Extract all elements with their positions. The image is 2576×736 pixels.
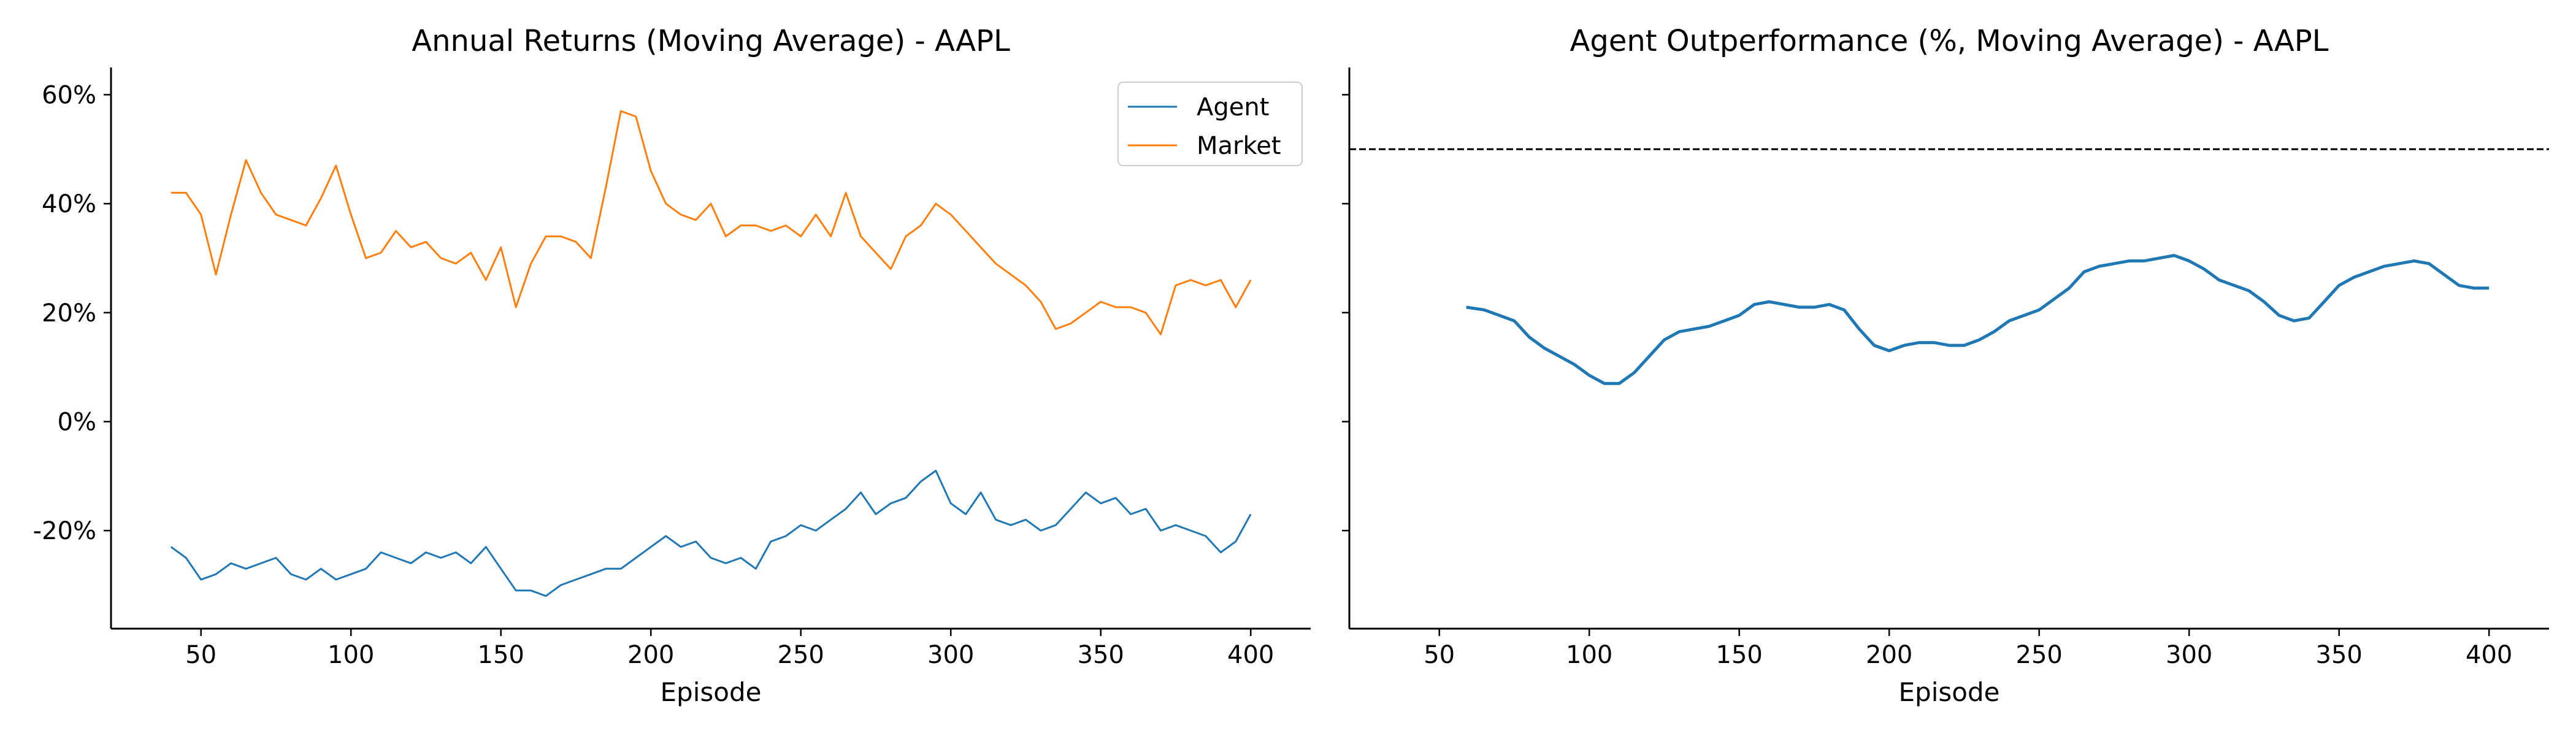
returns-legend-label-agent: Agent (1197, 93, 1269, 121)
returns-x-tick-label: 350 (1078, 641, 1124, 669)
outperformance-x-axis-label: Episode (1899, 677, 2000, 707)
returns-y-tick-label: -20% (33, 517, 96, 545)
outperformance-outperformance-line (1466, 254, 2490, 385)
outperformance-x-tick-label: 200 (1866, 641, 1912, 669)
returns-x-tick-label: 250 (778, 641, 824, 669)
returns-legend-label-market: Market (1197, 132, 1281, 160)
returns-x-tick-label: 100 (328, 641, 374, 669)
outperformance-panel: Agent Outperformance (%, Moving Average)… (1342, 24, 2549, 707)
outperformance-x-tick-label: 150 (1716, 641, 1763, 669)
returns-y-tick-label: 60% (42, 81, 96, 109)
returns-x-tick-label: 200 (627, 641, 674, 669)
returns-agent-line (170, 469, 1252, 597)
returns-panel: Annual Returns (Moving Average) - AAPL E… (33, 24, 1311, 707)
returns-y-tick-label: 0% (58, 408, 96, 436)
outperformance-title: Agent Outperformance (%, Moving Average)… (1570, 24, 2329, 58)
returns-x-tick-label: 300 (927, 641, 974, 669)
returns-y-tick-label: 20% (42, 299, 96, 328)
outperformance-x-tick-label: 250 (2016, 641, 2063, 669)
returns-x-tick-label: 50 (185, 641, 217, 669)
outperformance-x-tick-label: 350 (2316, 641, 2363, 669)
returns-y-tick-label: 40% (42, 190, 96, 218)
returns-market-line (171, 110, 1252, 335)
outperformance-x-tick-label: 300 (2166, 641, 2212, 669)
returns-x-axis-label: Episode (661, 677, 762, 707)
returns-x-tick-label: 150 (478, 641, 524, 669)
outperformance-x-tick-label: 50 (1424, 641, 1455, 669)
returns-title: Annual Returns (Moving Average) - AAPL (412, 24, 1010, 58)
outperformance-x-tick-label: 100 (1566, 641, 1612, 669)
outperformance-x-tick-label: 400 (2466, 641, 2512, 669)
returns-x-tick-label: 400 (1227, 641, 1274, 669)
